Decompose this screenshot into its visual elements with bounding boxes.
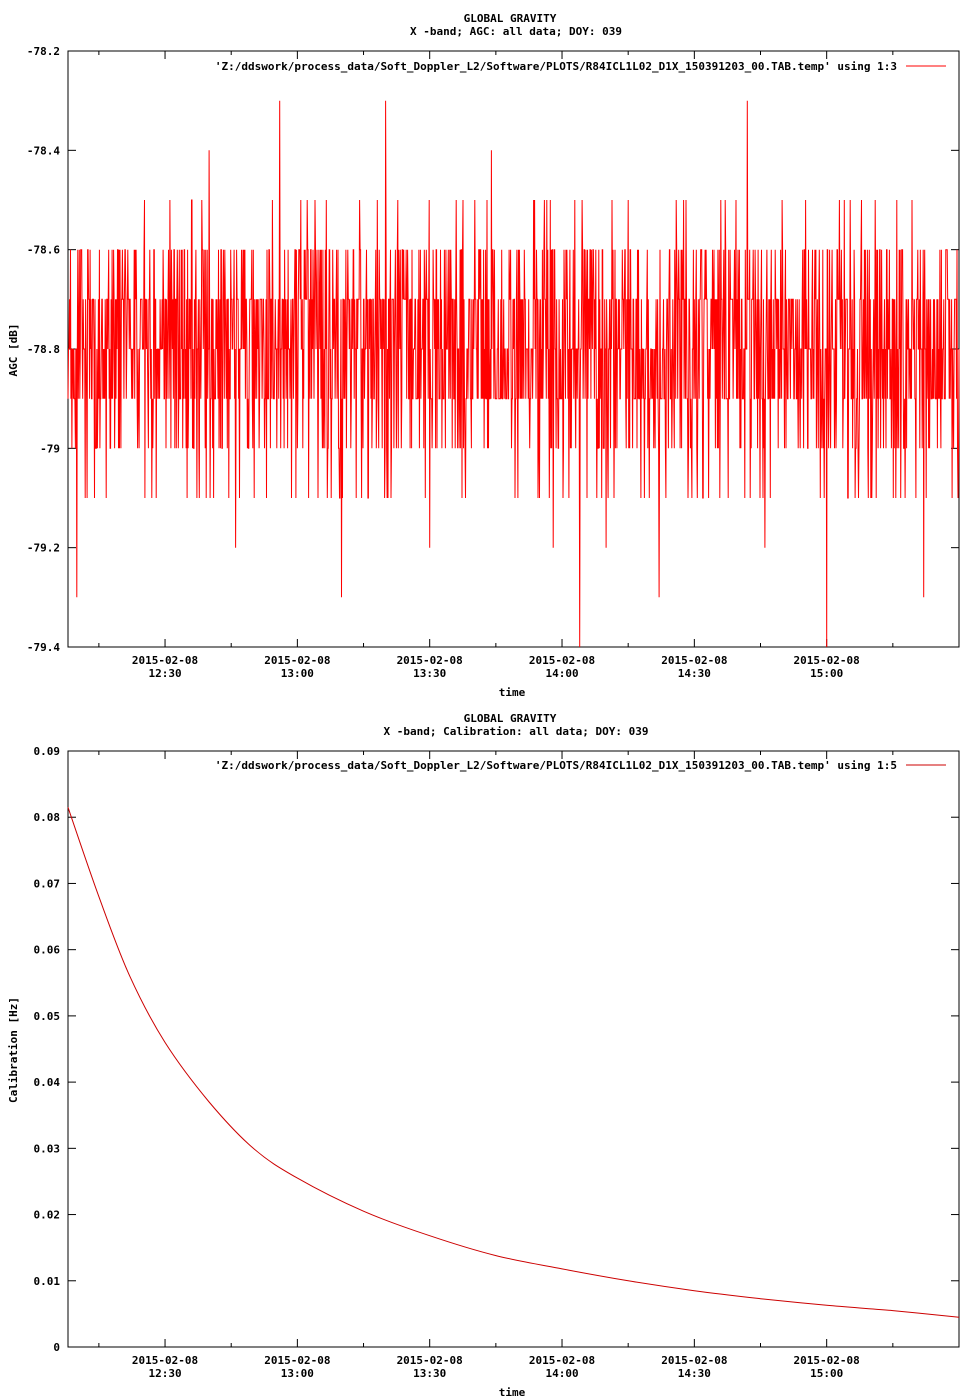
agc-chart: GLOBAL GRAVITY X -band; AGC: all data; D… xyxy=(7,12,960,699)
x-tick-date: 2015-02-08 xyxy=(397,654,463,667)
y-tick-label: 0.07 xyxy=(34,877,61,890)
x-tick-label: 12:30 xyxy=(148,667,181,680)
x-tick-label: 13:30 xyxy=(413,667,446,680)
y-tick-label: -79.2 xyxy=(27,542,60,555)
calibration-series-line xyxy=(67,807,960,1318)
x-tick-date: 2015-02-08 xyxy=(794,654,860,667)
y-axis-label: Calibration [Hz] xyxy=(7,997,20,1103)
x-tick-date: 2015-02-08 xyxy=(794,1354,860,1367)
x-tick-date: 2015-02-08 xyxy=(397,1354,463,1367)
x-tick-label: 14:30 xyxy=(678,667,711,680)
x-tick-date: 2015-02-08 xyxy=(264,1354,330,1367)
y-tick-label: 0.04 xyxy=(34,1076,61,1089)
y-tick-label: -79 xyxy=(40,442,60,455)
x-tick-label: 15:00 xyxy=(810,1367,843,1380)
x-tick-date: 2015-02-08 xyxy=(264,654,330,667)
y-tick-label: 0.05 xyxy=(34,1010,61,1023)
x-tick-date: 2015-02-08 xyxy=(661,654,727,667)
plot-frame xyxy=(67,750,960,1348)
x-tick-date: 2015-02-08 xyxy=(529,654,595,667)
x-tick-label: 13:00 xyxy=(281,1367,314,1380)
chart-title: GLOBAL GRAVITY xyxy=(464,712,557,725)
y-tick-label: 0.08 xyxy=(34,811,61,824)
x-tick-label: 14:00 xyxy=(545,1367,578,1380)
y-tick-label: 0.03 xyxy=(34,1142,61,1155)
y-tick-label: -79.4 xyxy=(27,641,60,654)
calibration-chart: GLOBAL GRAVITY X -band; Calibration: all… xyxy=(7,712,960,1399)
agc-series-line xyxy=(67,100,960,648)
x-tick-date: 2015-02-08 xyxy=(661,1354,727,1367)
x-tick-date: 2015-02-08 xyxy=(529,1354,595,1367)
y-tick-label: -78.2 xyxy=(27,45,60,58)
y-tick-label: -78.8 xyxy=(27,343,60,356)
x-tick-label: 13:30 xyxy=(413,1367,446,1380)
legend-label: 'Z:/ddswork/process_data/Soft_Doppler_L2… xyxy=(215,60,897,73)
x-tick-label: 12:30 xyxy=(148,1367,181,1380)
y-tick-label: 0 xyxy=(53,1341,60,1354)
x-tick-label: 15:00 xyxy=(810,667,843,680)
chart-subtitle: X -band; AGC: all data; DOY: 039 xyxy=(410,25,622,38)
y-tick-label: -78.6 xyxy=(27,244,60,257)
y-axis-label: AGC [dB] xyxy=(7,324,20,377)
chart-title: GLOBAL GRAVITY xyxy=(464,12,557,25)
chart-subtitle: X -band; Calibration: all data; DOY: 039 xyxy=(384,725,649,738)
x-tick-date: 2015-02-08 xyxy=(132,1354,198,1367)
y-tick-label: 0.09 xyxy=(34,745,61,758)
x-tick-date: 2015-02-08 xyxy=(132,654,198,667)
x-tick-label: 14:00 xyxy=(545,667,578,680)
y-tick-label: 0.06 xyxy=(34,944,61,957)
y-tick-label: -78.4 xyxy=(27,144,60,157)
x-axis-label: time xyxy=(499,1386,526,1399)
x-axis-label: time xyxy=(499,686,526,699)
legend-label: 'Z:/ddswork/process_data/Soft_Doppler_L2… xyxy=(215,759,897,772)
y-tick-label: 0.02 xyxy=(34,1209,61,1222)
y-tick-label: 0.01 xyxy=(34,1275,61,1288)
x-tick-label: 13:00 xyxy=(281,667,314,680)
x-tick-label: 14:30 xyxy=(678,1367,711,1380)
